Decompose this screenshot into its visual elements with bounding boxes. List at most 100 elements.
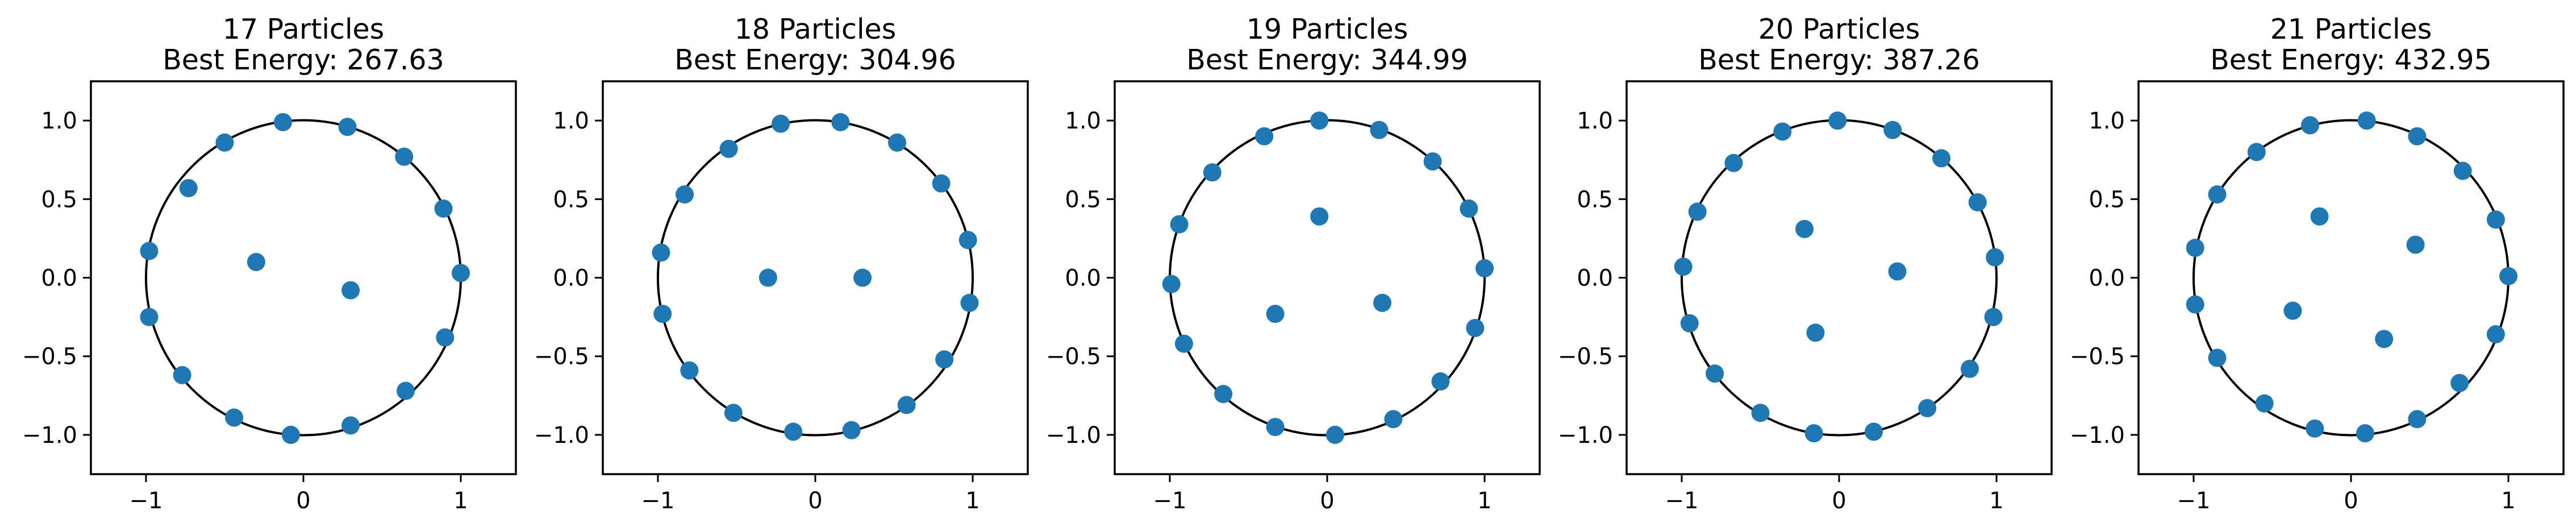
x-tick-label: 1 xyxy=(1989,488,2003,514)
y-tick-label: −1.0 xyxy=(1046,422,1101,449)
y-tick-label: −0.5 xyxy=(1046,344,1101,370)
particle-point xyxy=(1984,308,2003,326)
particle-point xyxy=(434,199,453,218)
particle-point xyxy=(1310,207,1329,226)
axes-frame xyxy=(90,80,517,475)
particle-point xyxy=(281,425,300,444)
particle-point xyxy=(676,185,694,204)
particle-point xyxy=(831,113,850,131)
particle-point xyxy=(2255,394,2274,413)
subplot-subtitle: Best Energy: 304.96 xyxy=(674,44,956,76)
particle-point xyxy=(2356,424,2374,443)
boundary-circle xyxy=(656,119,974,437)
particle-point xyxy=(1828,111,1847,130)
subplot-title: 18 Particles xyxy=(735,13,897,45)
y-tick-label: 0.0 xyxy=(1065,266,1101,292)
particle-point xyxy=(1773,122,1792,141)
particle-point xyxy=(452,264,470,283)
particle-point xyxy=(1174,334,1193,353)
particle-point xyxy=(1370,121,1389,139)
subplot-subtitle: Best Energy: 344.99 xyxy=(1186,44,1468,76)
particle-point xyxy=(2408,410,2427,429)
particle-point xyxy=(653,305,672,323)
axes-frame xyxy=(1625,80,2053,475)
particle-point xyxy=(1674,258,1693,276)
particle-point xyxy=(225,408,244,427)
particle-point xyxy=(897,396,916,414)
plot-area xyxy=(2186,111,2518,443)
y-tick-label: −1.0 xyxy=(1558,422,1613,449)
x-tick-label: 1 xyxy=(453,488,468,514)
particle-point xyxy=(842,421,861,439)
particle-point xyxy=(1203,163,1222,182)
particle-point xyxy=(1170,215,1189,234)
particle-point xyxy=(179,179,198,197)
particle-point xyxy=(2453,161,2472,180)
plot-area xyxy=(1674,111,2004,443)
y-tick-label: 1.0 xyxy=(1577,108,1613,134)
y-tick-label: 0.5 xyxy=(41,186,77,213)
plot-area xyxy=(652,113,979,441)
particle-point xyxy=(680,361,699,380)
particle-point xyxy=(935,350,954,369)
y-tick-label: 0.5 xyxy=(2089,186,2125,213)
particle-point xyxy=(1806,323,1825,342)
particle-point xyxy=(2208,349,2227,367)
particle-point xyxy=(1918,399,1937,417)
particle-point xyxy=(1795,219,1814,238)
particle-point xyxy=(338,118,357,136)
y-tick-label: 0.5 xyxy=(553,186,589,213)
particle-point xyxy=(1214,385,1233,404)
particle-point xyxy=(2300,116,2319,135)
particle-point xyxy=(1475,259,1494,277)
particle-point xyxy=(2486,325,2505,344)
y-tick-label: 0.0 xyxy=(41,266,77,292)
particle-point xyxy=(1888,262,1907,281)
y-tick-label: 1.0 xyxy=(2089,108,2125,134)
x-tick-label: −1 xyxy=(1665,488,1698,514)
particle-point xyxy=(341,416,360,435)
particle-point xyxy=(1688,202,1707,221)
x-tick-label: 0 xyxy=(1320,488,1334,514)
particle-point xyxy=(1968,193,1987,211)
y-tick-label: −1.0 xyxy=(534,422,589,449)
particle-point xyxy=(1266,418,1285,437)
subplot-title: 17 Particles xyxy=(223,13,385,45)
x-tick-label: −1 xyxy=(1153,488,1186,514)
particle-point xyxy=(2186,238,2204,257)
particle-point xyxy=(719,139,738,158)
particle-point xyxy=(2406,235,2425,254)
y-tick-label: 0.0 xyxy=(2089,266,2125,292)
particle-point xyxy=(2375,330,2394,349)
particle-point xyxy=(2283,301,2302,320)
x-tick-label: −1 xyxy=(641,488,674,514)
y-tick-label: −0.5 xyxy=(2070,344,2125,370)
y-tick-label: 0.0 xyxy=(553,266,589,292)
plot-area xyxy=(1162,111,1494,444)
axes-frame xyxy=(1114,80,1541,475)
y-tick-label: 0.0 xyxy=(1577,266,1613,292)
y-tick-label: 1.0 xyxy=(41,108,77,134)
particle-point xyxy=(772,114,790,133)
x-tick-label: 0 xyxy=(2344,488,2358,514)
particle-point xyxy=(1373,293,1391,312)
particle-point xyxy=(1266,305,1285,323)
x-tick-label: 1 xyxy=(2501,488,2515,514)
particle-point xyxy=(1960,359,1979,378)
particle-point xyxy=(2310,207,2329,226)
x-tick-label: −1 xyxy=(2177,488,2210,514)
particle-point xyxy=(1310,111,1329,130)
particle-point xyxy=(247,252,265,271)
particle-point xyxy=(758,268,777,287)
particle-point xyxy=(1255,127,1274,146)
particle-point xyxy=(1423,152,1442,171)
particle-point xyxy=(784,422,803,441)
particle-point xyxy=(395,147,414,166)
particle-point xyxy=(341,281,360,300)
subplot-subtitle: Best Energy: 387.26 xyxy=(1698,44,1980,76)
particle-point xyxy=(215,133,234,152)
